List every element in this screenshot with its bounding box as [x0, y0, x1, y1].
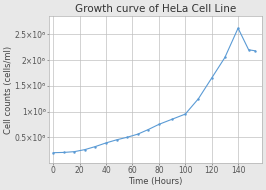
X-axis label: Time (Hours): Time (Hours): [128, 177, 183, 186]
Y-axis label: Cell counts (cells/ml): Cell counts (cells/ml): [4, 46, 13, 134]
Title: Growth curve of HeLa Cell Line: Growth curve of HeLa Cell Line: [75, 4, 236, 14]
